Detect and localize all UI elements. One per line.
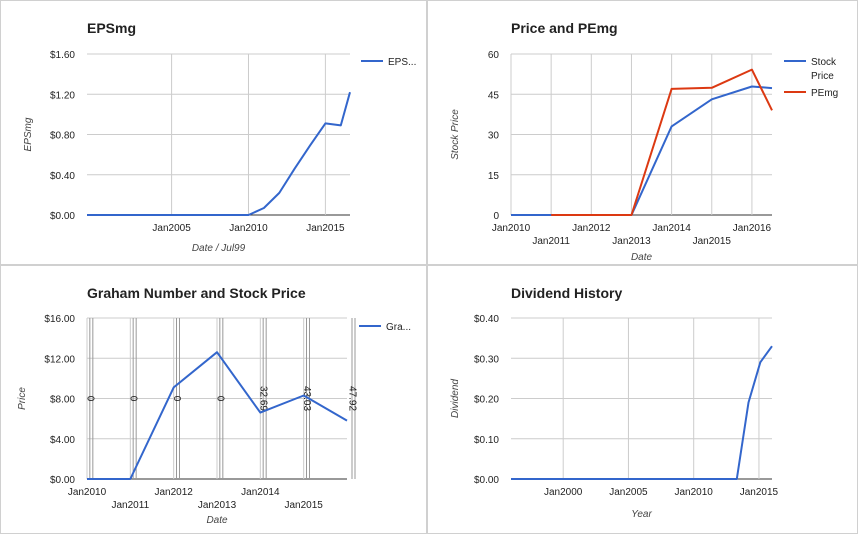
- legend-label: PEmg: [811, 88, 838, 99]
- x-tick-label: Jan2012: [154, 487, 193, 498]
- x-tick-label: Jan2010: [492, 223, 531, 234]
- annotation-label: 32.69: [258, 386, 269, 411]
- y-axis-title: Stock Price: [450, 109, 461, 160]
- y-tick-label: $0.00: [50, 211, 75, 222]
- x-tick-label: Jan2016: [733, 223, 772, 234]
- y-axis-title: Dividend: [450, 379, 461, 418]
- series-line: [511, 345, 773, 480]
- y-axis-title: Price: [17, 387, 28, 410]
- x-tick-label: Jan2015: [740, 487, 779, 498]
- y-tick-label: $0.00: [474, 475, 499, 486]
- legend-label: EPS...: [388, 57, 416, 68]
- x-tick-label: Jan2010: [229, 223, 268, 234]
- y-tick-label: $0.40: [474, 314, 499, 325]
- annotation-label: 0: [84, 396, 95, 402]
- annotation-label: 0: [214, 396, 225, 402]
- x-tick-label: Jan2010: [68, 487, 107, 498]
- x-tick-label: Jan2000: [544, 487, 583, 498]
- x-tick-label: Jan2010: [675, 487, 714, 498]
- y-tick-label: $0.10: [474, 435, 499, 446]
- y-tick-label: $0.20: [474, 395, 499, 406]
- dividend-chart-panel: Dividend History $0.00 $0.10 $0.20 $0.30 $0.4…: [427, 265, 858, 534]
- price-pe-chart-panel: Price and PEmg 0 15 30 45 60 Jan2010 Jan2011 Jan…: [427, 0, 858, 265]
- x-tick-label: Jan2005: [152, 223, 191, 234]
- x-tick-label: Jan2005: [609, 487, 648, 498]
- x-tick-label: Jan2011: [112, 500, 150, 511]
- y-tick-label: $0.80: [50, 131, 75, 142]
- y-tick-label: $1.60: [50, 50, 75, 61]
- y-tick-label: $16.00: [44, 314, 75, 325]
- chart-svg: Price and PEmg015304560Jan2010Jan2011Jan…: [450, 20, 838, 263]
- graham-chart-panel: Graham Number and Stock Price $0.00 $4.00 $…: [0, 265, 427, 534]
- x-tick-label: Jan2014: [241, 487, 280, 498]
- x-tick-label: Jan2011: [532, 236, 570, 247]
- x-tick-label: Jan2013: [612, 236, 651, 247]
- annotation-label: 47.92: [347, 386, 358, 411]
- chart-svg: EPSmg $0.00 $0.40 $0.80 $1.20 $1.60 Jan2005 Jan…: [23, 20, 416, 254]
- y-tick-label: $0.40: [50, 171, 75, 182]
- y-tick-label: $0.30: [474, 354, 499, 365]
- x-axis-title: Date: [631, 252, 653, 263]
- y-tick-label: $0.00: [50, 475, 75, 486]
- x-tick-label: Jan2013: [198, 500, 237, 511]
- y-tick-label: 15: [488, 171, 500, 182]
- annotation-label: 0: [171, 396, 182, 402]
- y-tick-label: $8.00: [50, 395, 75, 406]
- series-line: [87, 91, 351, 216]
- x-tick-label: Jan2015: [693, 236, 732, 247]
- y-axis-title: EPSmg: [23, 117, 34, 151]
- legend-label: Stock Price: [811, 57, 837, 82]
- series-line: [87, 351, 348, 480]
- y-tick-label: 60: [488, 50, 500, 61]
- x-axis-title: Date: [206, 515, 228, 526]
- x-axis-title: Year: [631, 509, 652, 520]
- chart-title: EPSmg: [87, 20, 136, 36]
- annotation-label: 0: [128, 396, 139, 402]
- annotation-label: 43.03: [301, 386, 312, 411]
- chart-title: Graham Number and Stock Price: [87, 285, 306, 301]
- x-tick-label: Jan2015: [306, 223, 345, 234]
- legend-label: Gra...: [386, 322, 411, 333]
- chart-svg: Dividend History $0.00 $0.10 $0.20 $0.30 $0.4…: [450, 285, 779, 520]
- y-tick-label: 0: [493, 211, 499, 222]
- eps-chart-panel: EPSmg $0.00 $0.40 $0.80 $1.20 $1.60 Jan2005 Jan…: [0, 0, 427, 265]
- y-tick-label: $4.00: [50, 435, 75, 446]
- chart-svg: Graham Number and Stock Price $0.00 $4.00 $…: [17, 285, 411, 526]
- y-tick-label: $12.00: [44, 354, 75, 365]
- x-tick-label: Jan2014: [652, 223, 691, 234]
- chart-title: Dividend History: [511, 285, 622, 301]
- series-line: [551, 68, 773, 216]
- y-tick-label: $1.20: [50, 90, 75, 101]
- x-tick-label: Jan2012: [572, 223, 611, 234]
- x-tick-label: Jan2015: [284, 500, 323, 511]
- series-line: [511, 85, 773, 216]
- y-tick-label: 30: [488, 131, 500, 142]
- chart-title: Price and PEmg: [511, 20, 618, 36]
- x-axis-title: Date / Jul99: [192, 243, 246, 254]
- y-tick-label: 45: [488, 90, 500, 101]
